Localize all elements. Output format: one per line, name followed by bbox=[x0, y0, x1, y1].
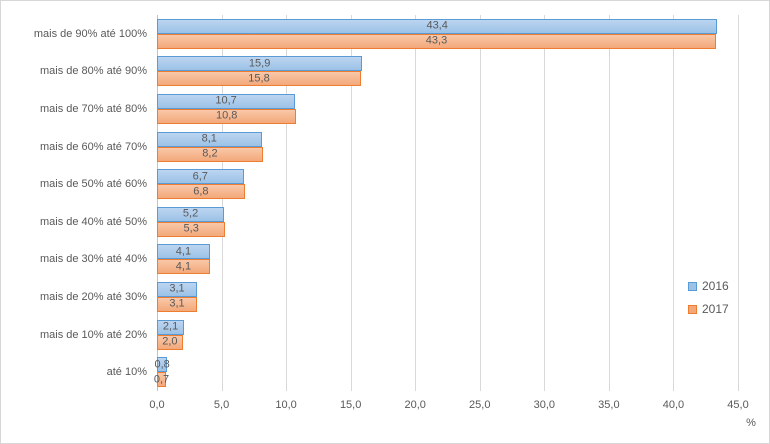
bar-value-label: 43,3 bbox=[425, 34, 448, 47]
bar-2016: 5,2 bbox=[157, 206, 225, 222]
bar-value-label: 8,2 bbox=[202, 147, 218, 160]
category-label: mais de 80% até 90% bbox=[39, 65, 147, 78]
legend-label: 2016 bbox=[702, 279, 729, 293]
bar-value-label: 6,8 bbox=[193, 185, 209, 198]
bar-value-label: 4,1 bbox=[175, 260, 192, 273]
bar-group: 15,9 15,8 bbox=[157, 53, 738, 91]
gridline bbox=[479, 15, 481, 391]
legend-swatch-2017 bbox=[688, 304, 697, 314]
bar-2017: 2,0 bbox=[157, 334, 183, 350]
bar-value-label: 2,1 bbox=[162, 320, 179, 333]
bar-2016: 10,7 bbox=[157, 93, 296, 109]
bar-2016: 4,1 bbox=[157, 244, 210, 260]
gridline bbox=[673, 15, 675, 391]
category-label: mais de 70% até 80% bbox=[39, 102, 147, 115]
x-tick-label: 0,0 bbox=[149, 399, 165, 411]
x-tick-label: 20,0 bbox=[404, 399, 426, 411]
bar-value-label: 0,7 bbox=[153, 373, 170, 386]
x-tick-label: 45,0 bbox=[727, 399, 749, 411]
bar-2017: 15,8 bbox=[157, 71, 361, 87]
bar-2017: 10,8 bbox=[157, 108, 297, 124]
bar-value-label: 0,8 bbox=[154, 358, 170, 371]
bar-2016: 6,7 bbox=[157, 169, 244, 185]
legend-item-2017: 2017 bbox=[688, 303, 729, 315]
legend-item-2016: 2016 bbox=[688, 280, 729, 292]
bar-value-label: 15,9 bbox=[248, 57, 271, 70]
bar-2017: 6,8 bbox=[157, 184, 245, 200]
category-label: mais de 60% até 70% bbox=[39, 140, 147, 153]
axis-unit-label: % bbox=[746, 417, 756, 429]
bar-group: 2,1 2,0 bbox=[157, 316, 738, 354]
bar-2016: 43,4 bbox=[157, 18, 718, 34]
x-tick-label: 15,0 bbox=[339, 399, 362, 411]
bar-group: 6,7 6,8 bbox=[157, 165, 738, 203]
bar-group: 10,7 10,8 bbox=[157, 90, 738, 128]
x-tick-label: 35,0 bbox=[598, 399, 620, 411]
gridline bbox=[415, 15, 417, 391]
bar-2017: 8,2 bbox=[157, 146, 263, 162]
category-label: mais de 20% até 30% bbox=[39, 290, 147, 303]
legend-label: 2017 bbox=[702, 302, 729, 316]
x-tick-label: 10,0 bbox=[275, 399, 297, 411]
gridline bbox=[286, 15, 288, 391]
gridline bbox=[221, 15, 223, 391]
bar-value-label: 3,1 bbox=[169, 297, 185, 310]
gridline bbox=[350, 15, 352, 391]
x-tick-label: 25,0 bbox=[469, 399, 491, 411]
bar-value-label: 43,4 bbox=[426, 19, 448, 32]
legend: 2016 2017 bbox=[688, 280, 729, 315]
bar-value-label: 2,0 bbox=[162, 335, 178, 348]
bar-group: 0,8 0,7 bbox=[153, 353, 738, 391]
bar-2016: 15,9 bbox=[157, 56, 363, 72]
bar-value-label: 5,3 bbox=[183, 222, 199, 235]
bar-2017: 43,3 bbox=[157, 33, 717, 49]
bar-value-label: 15,8 bbox=[248, 72, 270, 85]
bar-2017: 5,3 bbox=[157, 221, 226, 237]
bar-group: 8,1 8,2 bbox=[157, 128, 738, 166]
bar-value-label: 10,7 bbox=[215, 94, 237, 107]
category-label: mais de 40% até 50% bbox=[39, 215, 147, 228]
category-label: mais de 10% até 20% bbox=[39, 328, 147, 341]
bar-group: 5,2 5,3 bbox=[157, 203, 738, 241]
gridline bbox=[738, 15, 739, 391]
plot-area: 43,4 43,3 15,9 15,8 10,7 10,8 8,1 8,2 6,7 6,8 5,2 5… bbox=[153, 15, 739, 391]
bar-2017: 3,1 bbox=[157, 296, 198, 312]
bar-value-label: 4,1 bbox=[175, 245, 192, 258]
category-label: mais de 90% até 100% bbox=[33, 27, 147, 40]
x-tick-label: 30,0 bbox=[533, 399, 556, 411]
bar-value-label: 6,7 bbox=[192, 170, 208, 183]
bar-value-label: 3,1 bbox=[169, 282, 185, 295]
category-label: mais de 30% até 40% bbox=[39, 253, 147, 266]
bar-2016: 8,1 bbox=[157, 131, 262, 147]
bar-value-label: 10,8 bbox=[216, 109, 238, 122]
bar-value-label: 5,2 bbox=[182, 207, 199, 220]
bar-group: 4,1 4,1 bbox=[157, 241, 738, 279]
category-label: até 10% bbox=[106, 366, 147, 379]
bar-2016: 3,1 bbox=[157, 281, 198, 297]
gridline bbox=[544, 15, 546, 391]
bar-2017: 0,7 bbox=[153, 372, 170, 388]
x-tick-label: 5,0 bbox=[213, 399, 230, 411]
bar-2016: 0,8 bbox=[154, 357, 170, 373]
bar-2016: 2,1 bbox=[157, 319, 185, 335]
x-tick-label: 40,0 bbox=[662, 399, 685, 411]
category-label: mais de 50% até 60% bbox=[39, 178, 147, 191]
axis-line bbox=[157, 15, 158, 391]
category-axis: mais de 90% até 100% mais de 80% até 90% m… bbox=[1, 15, 153, 391]
bar-value-label: 8,1 bbox=[201, 132, 217, 145]
legend-swatch-2016 bbox=[688, 281, 697, 291]
bar-group: 3,1 3,1 bbox=[157, 278, 738, 316]
gridline bbox=[608, 15, 610, 391]
bar-group: 43,4 43,3 bbox=[157, 15, 738, 53]
bar-2017: 4,1 bbox=[157, 259, 210, 275]
